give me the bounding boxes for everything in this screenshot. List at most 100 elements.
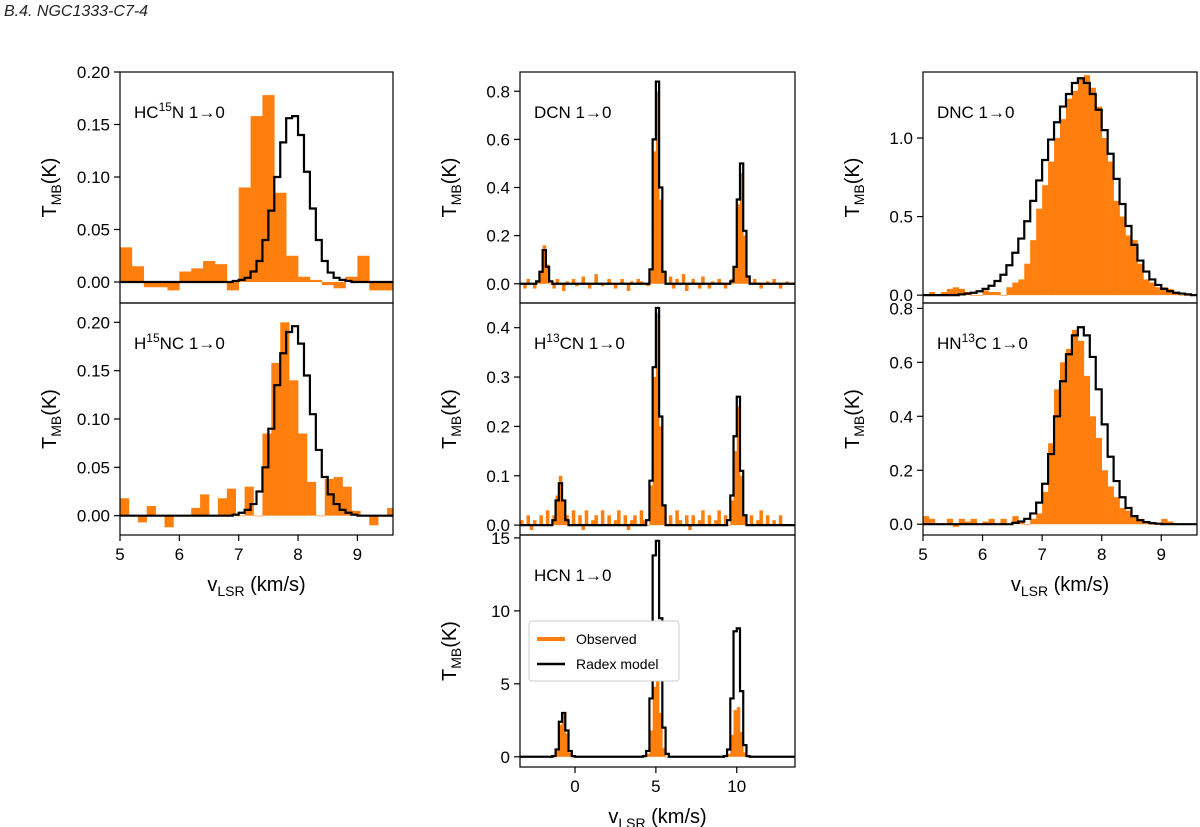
- observed-bar: [1054, 389, 1061, 525]
- observed-bar: [342, 486, 352, 516]
- observed-bar: [315, 515, 326, 517]
- observed-bar: [143, 282, 156, 288]
- observed-bar: [1167, 521, 1174, 525]
- observed-bar: [286, 255, 299, 282]
- observed-bar: [387, 507, 393, 516]
- observed-bar: [539, 515, 543, 526]
- observed-bar: [655, 680, 660, 757]
- observed-bar: [655, 312, 660, 526]
- observed-bar: [571, 278, 576, 284]
- panel-dcn: 0.0 0.2 0.4 0.6 0.8 DCN 1→0 TMB(K): [439, 71, 796, 304]
- observed-bar: [1000, 518, 1007, 525]
- observed-bar: [613, 520, 618, 526]
- observed-bar: [1083, 375, 1091, 525]
- observed-bar: [555, 750, 560, 757]
- observed-bar: [988, 518, 995, 525]
- y-tick-label: 0.3: [486, 368, 510, 387]
- observed-bar: [1018, 279, 1025, 296]
- observed-bar: [717, 278, 721, 284]
- observed-bar: [970, 295, 977, 296]
- observed-bar: [280, 322, 290, 516]
- y-tick-label: 0.4: [486, 179, 510, 198]
- observed-bar: [952, 524, 960, 527]
- observed-bar: [235, 515, 245, 517]
- observed-bar: [1137, 518, 1144, 525]
- observed-bar: [730, 500, 734, 526]
- y-tick-label: 0.10: [77, 168, 110, 187]
- y-tick-label: 0.0: [486, 275, 510, 294]
- observed-bar: [526, 278, 531, 284]
- observed-bar: [665, 756, 670, 758]
- observed-bar: [396, 516, 405, 517]
- observed-bar: [964, 521, 971, 525]
- y-tick-label: 0.0: [486, 516, 510, 535]
- y-tick-label: 0.0: [889, 515, 913, 534]
- observed-bar: [730, 734, 734, 757]
- observed-bar: [1065, 98, 1073, 296]
- plot-area: [120, 95, 393, 291]
- observed-bar: [649, 485, 653, 526]
- observed-bar: [681, 274, 686, 284]
- panel-h15nc: 0.00 0.05 0.10 0.15 0.20 5 6 7 8 9 H15NC 1→0 TMB(K)…: [39, 302, 405, 599]
- plot-area: [923, 75, 1197, 297]
- observed-bar: [691, 515, 696, 526]
- observed-bar: [578, 515, 582, 526]
- observed-bar: [652, 377, 657, 526]
- observed-bar: [555, 278, 560, 284]
- model-line: [923, 326, 1197, 526]
- observed-bar: [772, 520, 776, 526]
- panel-hcn: 0 5 10 15 0 5 10 HCN 1→0 TMB(K) vLSR (km/s) Observ…: [439, 529, 796, 827]
- observed-bar: [167, 282, 180, 291]
- observed-bar: [1101, 138, 1108, 296]
- observed-bar: [765, 515, 770, 526]
- observed-bar: [958, 518, 965, 525]
- observed-bar: [203, 261, 216, 282]
- observed-bar: [746, 276, 751, 284]
- observed-bar: [298, 276, 311, 282]
- observed-bar: [946, 518, 954, 525]
- molecule-label: DCN 1→0: [534, 103, 611, 122]
- observed-bar: [630, 281, 634, 284]
- observed-bar: [562, 714, 566, 757]
- observed-bar: [146, 506, 156, 516]
- observed-bar: [1083, 75, 1091, 296]
- observed-bar: [581, 276, 586, 284]
- observed-bar: [1125, 235, 1132, 296]
- observed-bar: [736, 204, 741, 284]
- observed-bar: [164, 515, 174, 528]
- observed-bar: [642, 520, 647, 526]
- observed-bar: [571, 510, 576, 526]
- x-tick-label: 8: [293, 545, 302, 564]
- observed-bar: [274, 192, 287, 282]
- observed-bar: [120, 498, 130, 516]
- observed-bar: [536, 281, 540, 284]
- observed-bar: [928, 292, 936, 296]
- observed-bar: [1131, 240, 1138, 296]
- y-tick-label: 0.05: [77, 458, 110, 477]
- observed-bar: [1030, 518, 1037, 525]
- observed-bar: [587, 283, 592, 289]
- observed-bar: [584, 510, 589, 526]
- observed-bar: [662, 271, 666, 284]
- observed-bar: [733, 266, 738, 284]
- observed-bar: [369, 282, 382, 291]
- observed-bar: [271, 362, 281, 516]
- observed-bar: [262, 95, 275, 282]
- observed-bar: [778, 515, 783, 526]
- observed-bar: [733, 451, 738, 526]
- observed-bar: [1048, 161, 1055, 296]
- observed-bar: [155, 282, 168, 288]
- observed-bar: [617, 510, 621, 526]
- observed-bar: [607, 515, 611, 526]
- observed-bar: [1024, 524, 1031, 525]
- observed-bar: [1149, 524, 1156, 525]
- observed-bar: [633, 515, 637, 526]
- y-tick-label: 0.00: [77, 507, 110, 526]
- observed-bar: [321, 282, 334, 286]
- observed-bar: [562, 283, 566, 291]
- y-tick-label: 0.8: [486, 82, 510, 101]
- observed-bar: [717, 510, 721, 526]
- observed-bar: [743, 752, 747, 757]
- observed-bar: [529, 525, 534, 531]
